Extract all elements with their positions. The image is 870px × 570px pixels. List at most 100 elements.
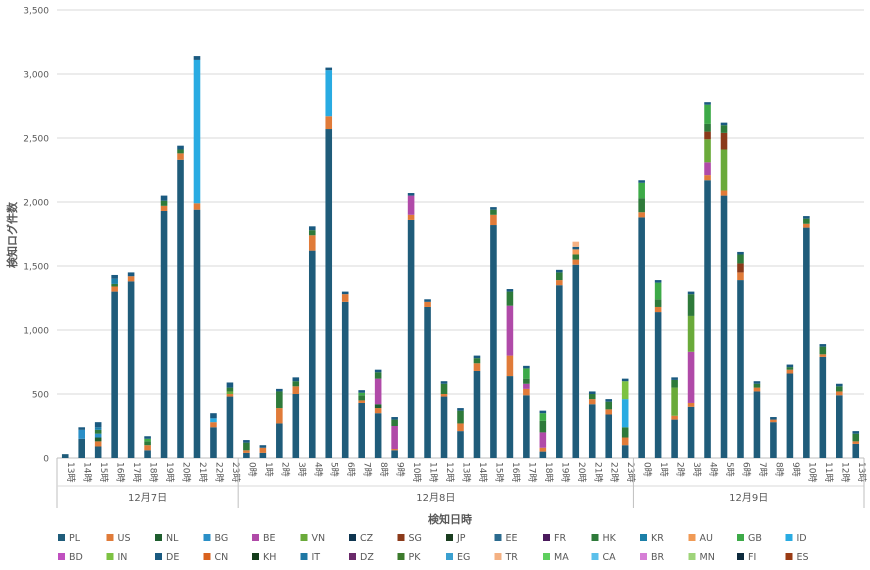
x-tick-label: 18時 [148,462,159,482]
legend-label: ES [797,552,809,563]
bar-segment-HK [605,401,613,410]
x-axis: 13時 14時 15時 16時 17時 18時 19時 20時 21時 22時 23時 0時 1時 2時 3… [56,458,867,508]
bar-segment-US [193,203,201,210]
bar-segment-US [210,422,217,428]
bar-segment-PL [144,450,151,458]
bar-segment-BE [506,305,514,356]
bar-segment-DE [671,377,678,380]
bar-segment-US [556,280,563,286]
x-tick-label: 17時 [131,462,142,482]
x-tick-label: 12時 [444,462,455,482]
bar-segment-DE [243,440,250,443]
x-tick-label: 4時 [312,462,323,477]
bar-segment-HK [226,387,234,392]
y-tick-label: 0 [43,455,49,465]
bar-segment-VN [704,139,711,163]
bar-segment-DE [720,122,728,126]
bar-segment-PL [111,291,118,458]
legend-swatch-DE [155,553,162,560]
bar-segment-PL [94,446,102,458]
bar-segment-DE [160,195,168,201]
legend-swatch-HK [591,534,599,541]
x-tick-label: 5時 [724,462,735,477]
x-tick-label: 20時 [576,462,587,482]
x-tick-label: 23時 [230,462,241,482]
x-tick-label: 3時 [691,462,702,477]
bar-segment-PL [786,373,794,458]
bar-segment-PL [836,395,843,458]
legend-label: MN [700,552,715,563]
bar-segment-PL [226,396,234,458]
bar-segment-GB [523,368,530,379]
bar-segment-HK [572,254,580,260]
x-tick-label: 21時 [197,462,208,482]
bar-segment-HK [588,394,596,400]
legend-label: PK [409,552,422,563]
x-tick-label: 11時 [428,462,439,482]
bar-segment-GB [358,392,365,396]
bar-segment-ID [210,418,217,423]
legend-label: CZ [360,533,374,544]
bar-segment-DE [440,381,448,384]
bar-segment-PL [753,391,761,458]
bar-segment-US [654,306,662,313]
legend-label: BD [69,552,83,563]
legend-swatch-ES [785,553,793,560]
bar-segment-DE [94,422,102,428]
bar-segment-HK [308,230,316,236]
x-tick-label: 12時 [839,462,850,482]
x-group-label: 12月7日 [128,492,167,504]
bar-segment-PL [193,209,201,458]
bar-segment-HK [556,272,563,281]
legend-swatch-ID [785,534,793,541]
bar-segment-US [687,402,695,407]
bar-segment-HK [276,391,283,409]
x-tick-label: 8時 [773,462,784,477]
x-tick-label: 16時 [510,462,521,482]
legend-swatch-BD [58,553,65,560]
x-tick-label: 23時 [625,462,636,482]
bar-segment-BE [523,383,530,389]
bar-segment-US [621,437,629,446]
bar-segment-DE [621,378,629,382]
x-group-label: 12月9日 [729,492,768,504]
legend-swatch-EG [446,553,453,560]
legend: PL US NL BG BE VN CZ SG JP EE FR HK KR AU GB ID BD IN DE CN… [58,533,809,563]
bar-segment-DE [341,291,349,295]
bar-segment-US [226,394,234,397]
bar-segment-DE [753,381,761,384]
bar-segment-TR [572,241,580,247]
legend-swatch-US [106,534,114,541]
bar-segment-DE [276,388,283,392]
x-tick-label: 11時 [823,462,834,482]
x-tick-label: 1時 [263,462,274,477]
bar-segment-US [506,355,514,377]
x-tick-label: 15時 [493,462,504,482]
legend-label: US [118,533,131,544]
x-tick-label: 20時 [181,462,192,482]
bar-segment-US [490,214,497,226]
bar-segment-US [836,391,843,396]
bar-segment-HK [391,419,398,426]
bar-segment-US [177,153,184,160]
legend-label: DE [166,552,179,563]
legend-swatch-BR [640,553,647,560]
x-tick-label: 2時 [675,462,686,477]
bar-segment-ID [193,59,201,204]
bar-segment-PL [654,312,662,458]
legend-label: NL [166,533,179,544]
legend-label: TR [505,552,519,563]
bar-segment-US [144,445,151,451]
x-tick-label: 2時 [279,462,290,477]
bar-segment-PL [358,402,365,458]
bar-segment-DE [424,299,431,302]
legend-label: AU [700,533,713,544]
bar-segment-PL [160,210,168,458]
bar-segment-US [572,259,580,265]
legend-swatch-KH [252,553,259,560]
legend-swatch-BG [203,534,211,541]
bar-segment-US [803,223,810,228]
legend-label: VN [312,533,326,544]
bar-segment-GB [144,438,151,442]
